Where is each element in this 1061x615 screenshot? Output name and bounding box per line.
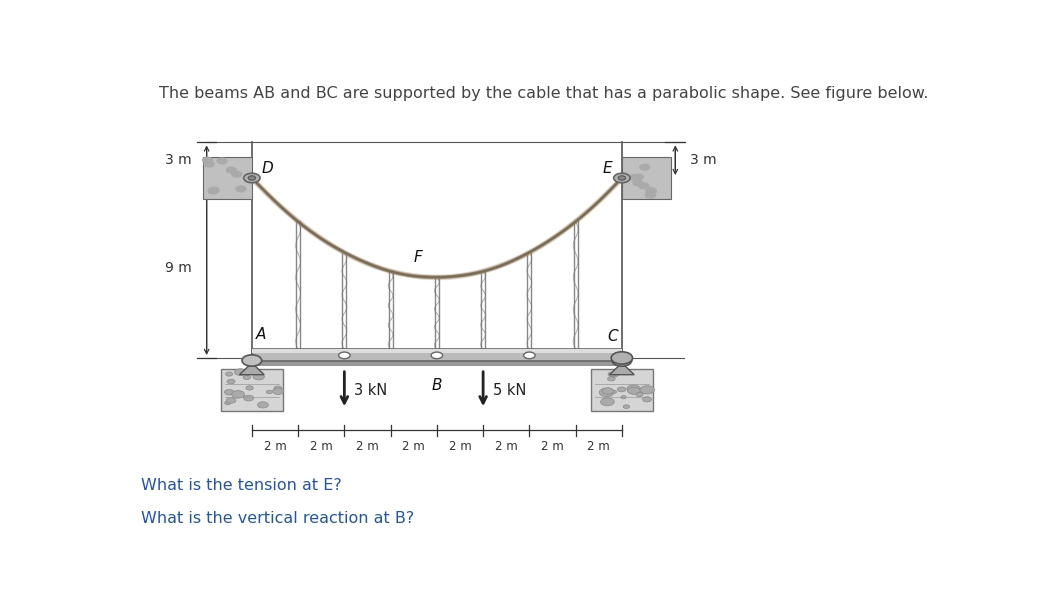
Circle shape bbox=[633, 174, 643, 180]
Text: The beams AB and BC are supported by the cable that has a parabolic shape. See f: The beams AB and BC are supported by the… bbox=[159, 85, 928, 101]
Text: 3 kN: 3 kN bbox=[354, 384, 387, 399]
Bar bbox=[251, 349, 622, 353]
Circle shape bbox=[645, 192, 656, 198]
Bar bbox=[221, 369, 282, 411]
Circle shape bbox=[611, 352, 632, 364]
Circle shape bbox=[226, 167, 237, 173]
Circle shape bbox=[623, 405, 629, 408]
Circle shape bbox=[643, 397, 651, 402]
Text: C: C bbox=[607, 329, 618, 344]
Polygon shape bbox=[609, 363, 634, 375]
Text: A: A bbox=[256, 327, 266, 343]
Circle shape bbox=[258, 402, 268, 408]
Text: 2 m: 2 m bbox=[449, 440, 471, 453]
Bar bbox=[203, 157, 251, 199]
Bar bbox=[251, 349, 622, 362]
Circle shape bbox=[618, 387, 626, 392]
Circle shape bbox=[227, 379, 236, 384]
Circle shape bbox=[608, 376, 615, 381]
Circle shape bbox=[273, 388, 283, 394]
Circle shape bbox=[636, 392, 643, 397]
Circle shape bbox=[248, 176, 256, 180]
Circle shape bbox=[208, 188, 218, 194]
Circle shape bbox=[603, 388, 613, 394]
Circle shape bbox=[628, 387, 640, 394]
Circle shape bbox=[639, 183, 648, 189]
Circle shape bbox=[246, 386, 254, 390]
Bar bbox=[622, 157, 672, 199]
Text: 2 m: 2 m bbox=[402, 440, 425, 453]
Text: 2 m: 2 m bbox=[494, 440, 518, 453]
Circle shape bbox=[266, 391, 273, 394]
Text: 2 m: 2 m bbox=[356, 440, 379, 453]
Text: B: B bbox=[432, 378, 442, 394]
Bar bbox=[251, 362, 622, 367]
Circle shape bbox=[640, 386, 655, 394]
Text: E: E bbox=[603, 161, 612, 176]
Text: 2 m: 2 m bbox=[263, 440, 286, 453]
Circle shape bbox=[610, 372, 619, 377]
Text: What is the tension at E?: What is the tension at E? bbox=[141, 478, 342, 493]
Text: 2 m: 2 m bbox=[310, 440, 332, 453]
Circle shape bbox=[612, 355, 631, 366]
Circle shape bbox=[599, 388, 614, 397]
Circle shape bbox=[236, 186, 246, 192]
Circle shape bbox=[646, 188, 656, 193]
Circle shape bbox=[225, 401, 230, 405]
Circle shape bbox=[274, 386, 282, 391]
Circle shape bbox=[627, 385, 641, 393]
Circle shape bbox=[629, 175, 639, 180]
Text: 5 kN: 5 kN bbox=[493, 384, 526, 399]
Circle shape bbox=[204, 161, 214, 167]
Circle shape bbox=[253, 373, 264, 380]
Circle shape bbox=[231, 391, 245, 398]
Circle shape bbox=[611, 391, 616, 394]
Circle shape bbox=[431, 352, 442, 359]
Circle shape bbox=[231, 172, 242, 177]
Text: 2 m: 2 m bbox=[588, 440, 610, 453]
Text: D: D bbox=[262, 161, 274, 176]
Circle shape bbox=[234, 369, 246, 375]
Circle shape bbox=[244, 173, 260, 183]
Circle shape bbox=[243, 375, 250, 379]
Circle shape bbox=[244, 395, 254, 401]
Circle shape bbox=[633, 180, 643, 186]
Text: 9 m: 9 m bbox=[166, 261, 192, 275]
Circle shape bbox=[226, 372, 232, 376]
Circle shape bbox=[218, 158, 227, 164]
Circle shape bbox=[646, 189, 656, 194]
Text: 3 m: 3 m bbox=[690, 153, 717, 167]
Circle shape bbox=[203, 157, 212, 163]
Circle shape bbox=[338, 352, 350, 359]
Circle shape bbox=[242, 355, 262, 366]
Circle shape bbox=[226, 398, 236, 403]
Circle shape bbox=[640, 164, 649, 170]
Circle shape bbox=[601, 398, 614, 406]
Circle shape bbox=[225, 389, 234, 395]
Text: 2 m: 2 m bbox=[541, 440, 563, 453]
Text: F: F bbox=[414, 250, 422, 264]
Circle shape bbox=[608, 372, 615, 376]
Circle shape bbox=[619, 176, 626, 180]
Circle shape bbox=[621, 395, 626, 399]
Circle shape bbox=[613, 173, 630, 183]
Circle shape bbox=[524, 352, 535, 359]
Text: 3 m: 3 m bbox=[166, 153, 192, 167]
Polygon shape bbox=[240, 363, 264, 375]
Text: What is the vertical reaction at B?: What is the vertical reaction at B? bbox=[141, 511, 414, 526]
Circle shape bbox=[209, 187, 219, 193]
Bar bbox=[591, 369, 653, 411]
